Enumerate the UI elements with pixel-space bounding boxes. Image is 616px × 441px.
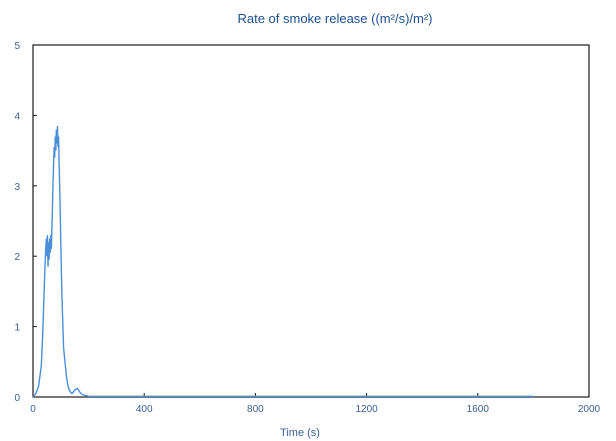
x-tick-label: 1600 [467, 404, 490, 415]
plot-area-frame [32, 44, 590, 398]
x-axis-label: Time (s) [280, 427, 320, 439]
y-axis-ticks: 0 1 2 3 4 5 [14, 41, 37, 404]
series-line [32, 125, 534, 398]
y-tick-label: 0 [14, 393, 20, 404]
y-tick-label: 1 [14, 323, 20, 334]
x-tick-label: 400 [136, 404, 153, 415]
x-tick-label: 2000 [578, 404, 601, 415]
y-tick-label: 3 [14, 182, 20, 193]
x-tick-label: 800 [247, 404, 264, 415]
y-tick-label: 2 [14, 252, 20, 263]
chart-title: Rate of smoke release ((m²/s)/m²) [237, 11, 432, 26]
x-tick-label: 0 [30, 404, 36, 415]
y-tick-label: 4 [14, 111, 20, 122]
y-tick-label: 5 [14, 41, 20, 52]
x-tick-label: 1200 [355, 404, 378, 415]
